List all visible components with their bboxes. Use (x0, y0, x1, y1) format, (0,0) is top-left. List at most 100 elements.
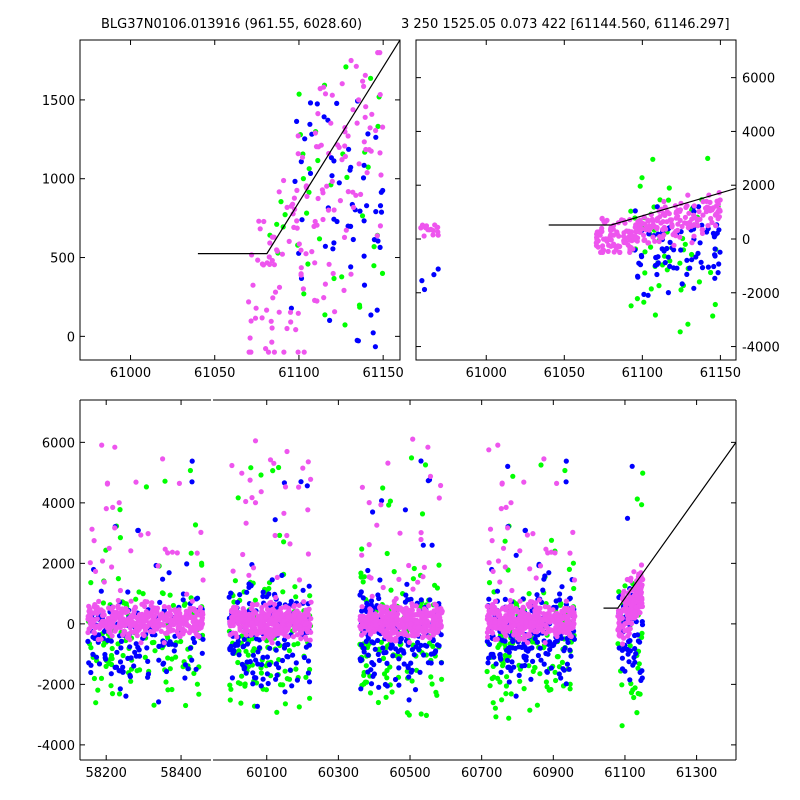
blue-point (380, 645, 386, 651)
blue-point (715, 270, 721, 276)
magenta-point (536, 597, 542, 603)
blue-point (306, 679, 313, 685)
magenta-point (348, 57, 354, 64)
blue-point (305, 658, 312, 664)
magenta-point (98, 636, 104, 642)
magenta-point (196, 633, 202, 640)
green-point (634, 296, 641, 302)
magenta-point (502, 564, 508, 570)
magenta-point (517, 598, 523, 604)
blue-point (557, 591, 563, 597)
magenta-point (164, 618, 170, 624)
blue-point (561, 648, 567, 654)
green-point (429, 681, 435, 687)
magenta-point (638, 562, 645, 568)
magenta-point (677, 207, 684, 213)
magenta-point (408, 621, 414, 627)
green-point (181, 602, 187, 608)
green-point (316, 236, 323, 242)
green-point (276, 464, 282, 471)
magenta-point (284, 204, 290, 210)
model-line (197, 40, 400, 255)
blue-point (380, 187, 386, 194)
magenta-point (428, 610, 434, 616)
blue-point (712, 275, 718, 281)
magenta-point (402, 630, 408, 636)
magenta-point (264, 624, 270, 630)
magenta-point (101, 579, 107, 585)
blue-point (411, 652, 417, 658)
green-point (306, 189, 312, 195)
magenta-point (145, 531, 151, 537)
blue-point (506, 679, 512, 685)
magenta-point (567, 550, 573, 556)
green-point (434, 692, 440, 698)
green-point (380, 485, 386, 491)
green-point (358, 570, 364, 576)
magenta-point (362, 114, 368, 120)
magenta-point (132, 604, 138, 610)
blue-point (645, 292, 651, 298)
magenta-point (287, 541, 293, 547)
blue-point (350, 236, 356, 243)
blue-point (699, 265, 706, 271)
magenta-point (259, 604, 265, 611)
magenta-point (258, 614, 264, 621)
blue-point (272, 517, 278, 523)
green-point (639, 634, 645, 641)
magenta-point (700, 199, 706, 205)
magenta-point (281, 510, 287, 516)
green-point (109, 691, 116, 697)
magenta-point (161, 604, 167, 610)
green-point (143, 484, 149, 490)
blue-point (698, 259, 704, 265)
magenta-point (342, 143, 348, 149)
blue-point (156, 657, 162, 663)
blue-point (273, 676, 279, 682)
green-point (388, 587, 394, 593)
x-tick-label: 60100 (246, 766, 287, 781)
magenta-point (503, 607, 509, 613)
magenta-point (498, 506, 504, 512)
green-point (502, 652, 508, 659)
magenta-point (623, 601, 629, 607)
blue-point (396, 656, 402, 662)
magenta-point (433, 607, 439, 614)
green-point (622, 583, 628, 589)
blue-point (273, 661, 279, 667)
magenta-point (385, 460, 391, 466)
magenta-point (115, 597, 121, 604)
green-point (537, 671, 543, 677)
magenta-point (121, 628, 127, 635)
magenta-point (382, 619, 388, 626)
green-point (128, 678, 134, 684)
magenta-point (261, 218, 267, 225)
green-point (178, 638, 184, 645)
blue-point (264, 654, 270, 660)
blue-point (377, 244, 383, 250)
blue-point (691, 285, 697, 291)
magenta-point (499, 481, 505, 487)
blue-point (427, 597, 433, 603)
blue-point (255, 661, 261, 667)
magenta-point (243, 498, 249, 505)
blue-point (228, 590, 234, 596)
blue-point (228, 643, 234, 650)
magenta-point (296, 484, 302, 490)
blue-point (365, 131, 371, 137)
magenta-point (303, 634, 309, 640)
magenta-point (246, 349, 252, 355)
blue-point (540, 587, 546, 593)
blue-point (260, 593, 266, 600)
green-point (404, 710, 410, 716)
blue-point (705, 264, 712, 270)
magenta-point (691, 233, 697, 239)
magenta-point (192, 608, 198, 614)
green-point (510, 473, 516, 479)
green-point (344, 174, 350, 180)
blue-point (627, 677, 633, 683)
green-point (169, 656, 175, 662)
green-point (133, 596, 139, 602)
magenta-point (360, 616, 366, 622)
magenta-point (621, 239, 627, 246)
